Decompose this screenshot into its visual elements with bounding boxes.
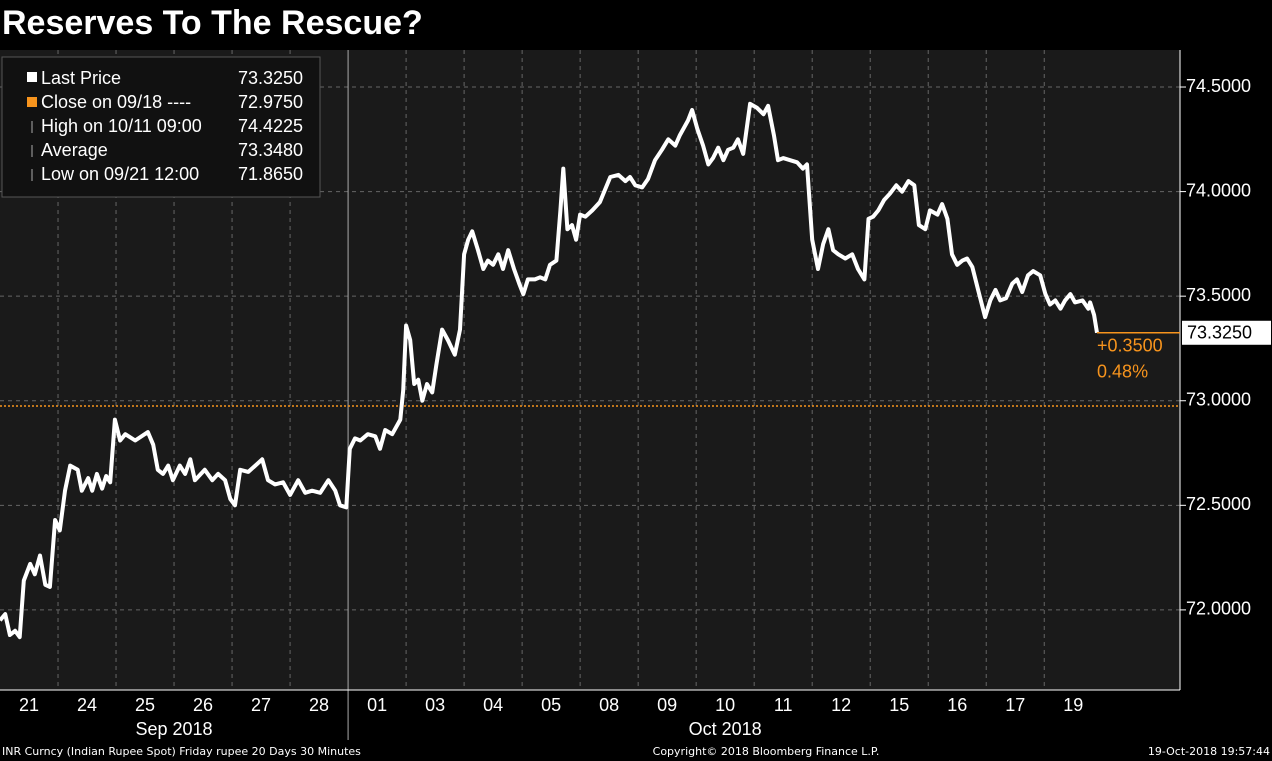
- y-tick-label: 73.0000: [1186, 389, 1251, 409]
- y-tick-label: 72.5000: [1186, 494, 1251, 514]
- chart-title: Reserves To The Rescue?: [2, 4, 423, 42]
- y-tick-label: 72.0000: [1186, 599, 1251, 619]
- legend-box: [1, 56, 321, 198]
- month-label: Sep 2018: [136, 719, 213, 739]
- x-tick-label: 08: [599, 695, 619, 715]
- last-price-label: 73.3250: [1187, 323, 1252, 343]
- x-tick-label: 12: [831, 695, 851, 715]
- legend-value: 74.4225: [238, 116, 303, 136]
- x-tick-label: 09: [657, 695, 677, 715]
- footer-center: Copyright© 2018 Bloomberg Finance L.P.: [653, 745, 880, 758]
- legend-swatch: [27, 97, 37, 107]
- last-price-box: [1182, 320, 1271, 345]
- x-tick-label: 16: [947, 695, 967, 715]
- x-tick-label: 17: [1005, 695, 1025, 715]
- change-label: +0.3500: [1097, 336, 1163, 356]
- legend-label: Last Price: [41, 68, 121, 88]
- legend-value: 73.3480: [238, 140, 303, 160]
- y-tick-label: 74.5000: [1186, 76, 1251, 96]
- footer-right: 19-Oct-2018 19:57:44: [1148, 745, 1270, 758]
- legend-label: High on 10/11 09:00: [41, 116, 202, 136]
- change-pct-label: 0.48%: [1097, 362, 1148, 382]
- x-tick-label: 21: [19, 695, 39, 715]
- footer-left: INR Curncy (Indian Rupee Spot) Friday ru…: [2, 745, 361, 758]
- x-tick-label: 24: [77, 695, 97, 715]
- legend-value: 73.3250: [238, 68, 303, 88]
- x-tick-label: 11: [774, 695, 793, 715]
- x-tick-label: 05: [541, 695, 561, 715]
- legend-value: 71.8650: [238, 164, 303, 184]
- x-tick-label: 19: [1063, 695, 1083, 715]
- month-label: Oct 2018: [689, 719, 762, 739]
- x-tick-label: 03: [425, 695, 445, 715]
- legend-label: Close on 09/18 ----: [41, 92, 191, 112]
- legend-value: 72.9750: [238, 92, 303, 112]
- price-line: [0, 101, 1099, 640]
- x-tick-label: 27: [251, 695, 271, 715]
- y-tick-label: 73.5000: [1186, 285, 1251, 305]
- x-tick-label: 15: [889, 695, 909, 715]
- legend-label: Average: [41, 140, 108, 160]
- legend-swatch: [27, 72, 37, 82]
- x-tick-label: 28: [309, 695, 329, 715]
- x-tick-label: 01: [367, 695, 387, 715]
- x-tick-label: 04: [483, 695, 503, 715]
- legend-label: Low on 09/21 12:00: [41, 164, 199, 184]
- x-tick-label: 25: [135, 695, 155, 715]
- x-tick-label: 26: [193, 695, 213, 715]
- x-tick-label: 10: [715, 695, 735, 715]
- y-tick-label: 74.0000: [1186, 180, 1251, 200]
